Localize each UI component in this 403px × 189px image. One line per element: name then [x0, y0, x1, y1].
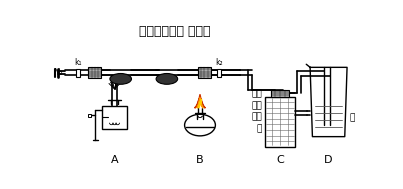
Bar	[88, 67, 102, 78]
Text: k₁: k₁	[75, 58, 82, 67]
Text: 水: 水	[349, 113, 355, 122]
Bar	[87, 114, 91, 117]
Text: N₂: N₂	[53, 68, 62, 77]
Ellipse shape	[185, 114, 215, 136]
Text: D: D	[324, 155, 333, 165]
Polygon shape	[197, 97, 203, 108]
Text: 足量
澄清
石灰
水: 足量 澄清 石灰 水	[251, 89, 262, 133]
Text: C: C	[276, 155, 284, 165]
Polygon shape	[195, 94, 206, 108]
Text: 木炭和氧化铜 氧化铜: 木炭和氧化铜 氧化铜	[139, 25, 210, 38]
Bar	[77, 69, 80, 77]
Bar	[198, 67, 211, 78]
Ellipse shape	[110, 74, 131, 84]
Text: A: A	[111, 155, 118, 165]
Text: k₂: k₂	[216, 58, 223, 67]
Bar	[102, 106, 127, 129]
Polygon shape	[198, 99, 202, 108]
Bar	[265, 97, 295, 147]
Text: B: B	[196, 155, 204, 165]
Bar	[271, 90, 289, 97]
Ellipse shape	[156, 74, 178, 84]
Bar	[217, 69, 221, 77]
